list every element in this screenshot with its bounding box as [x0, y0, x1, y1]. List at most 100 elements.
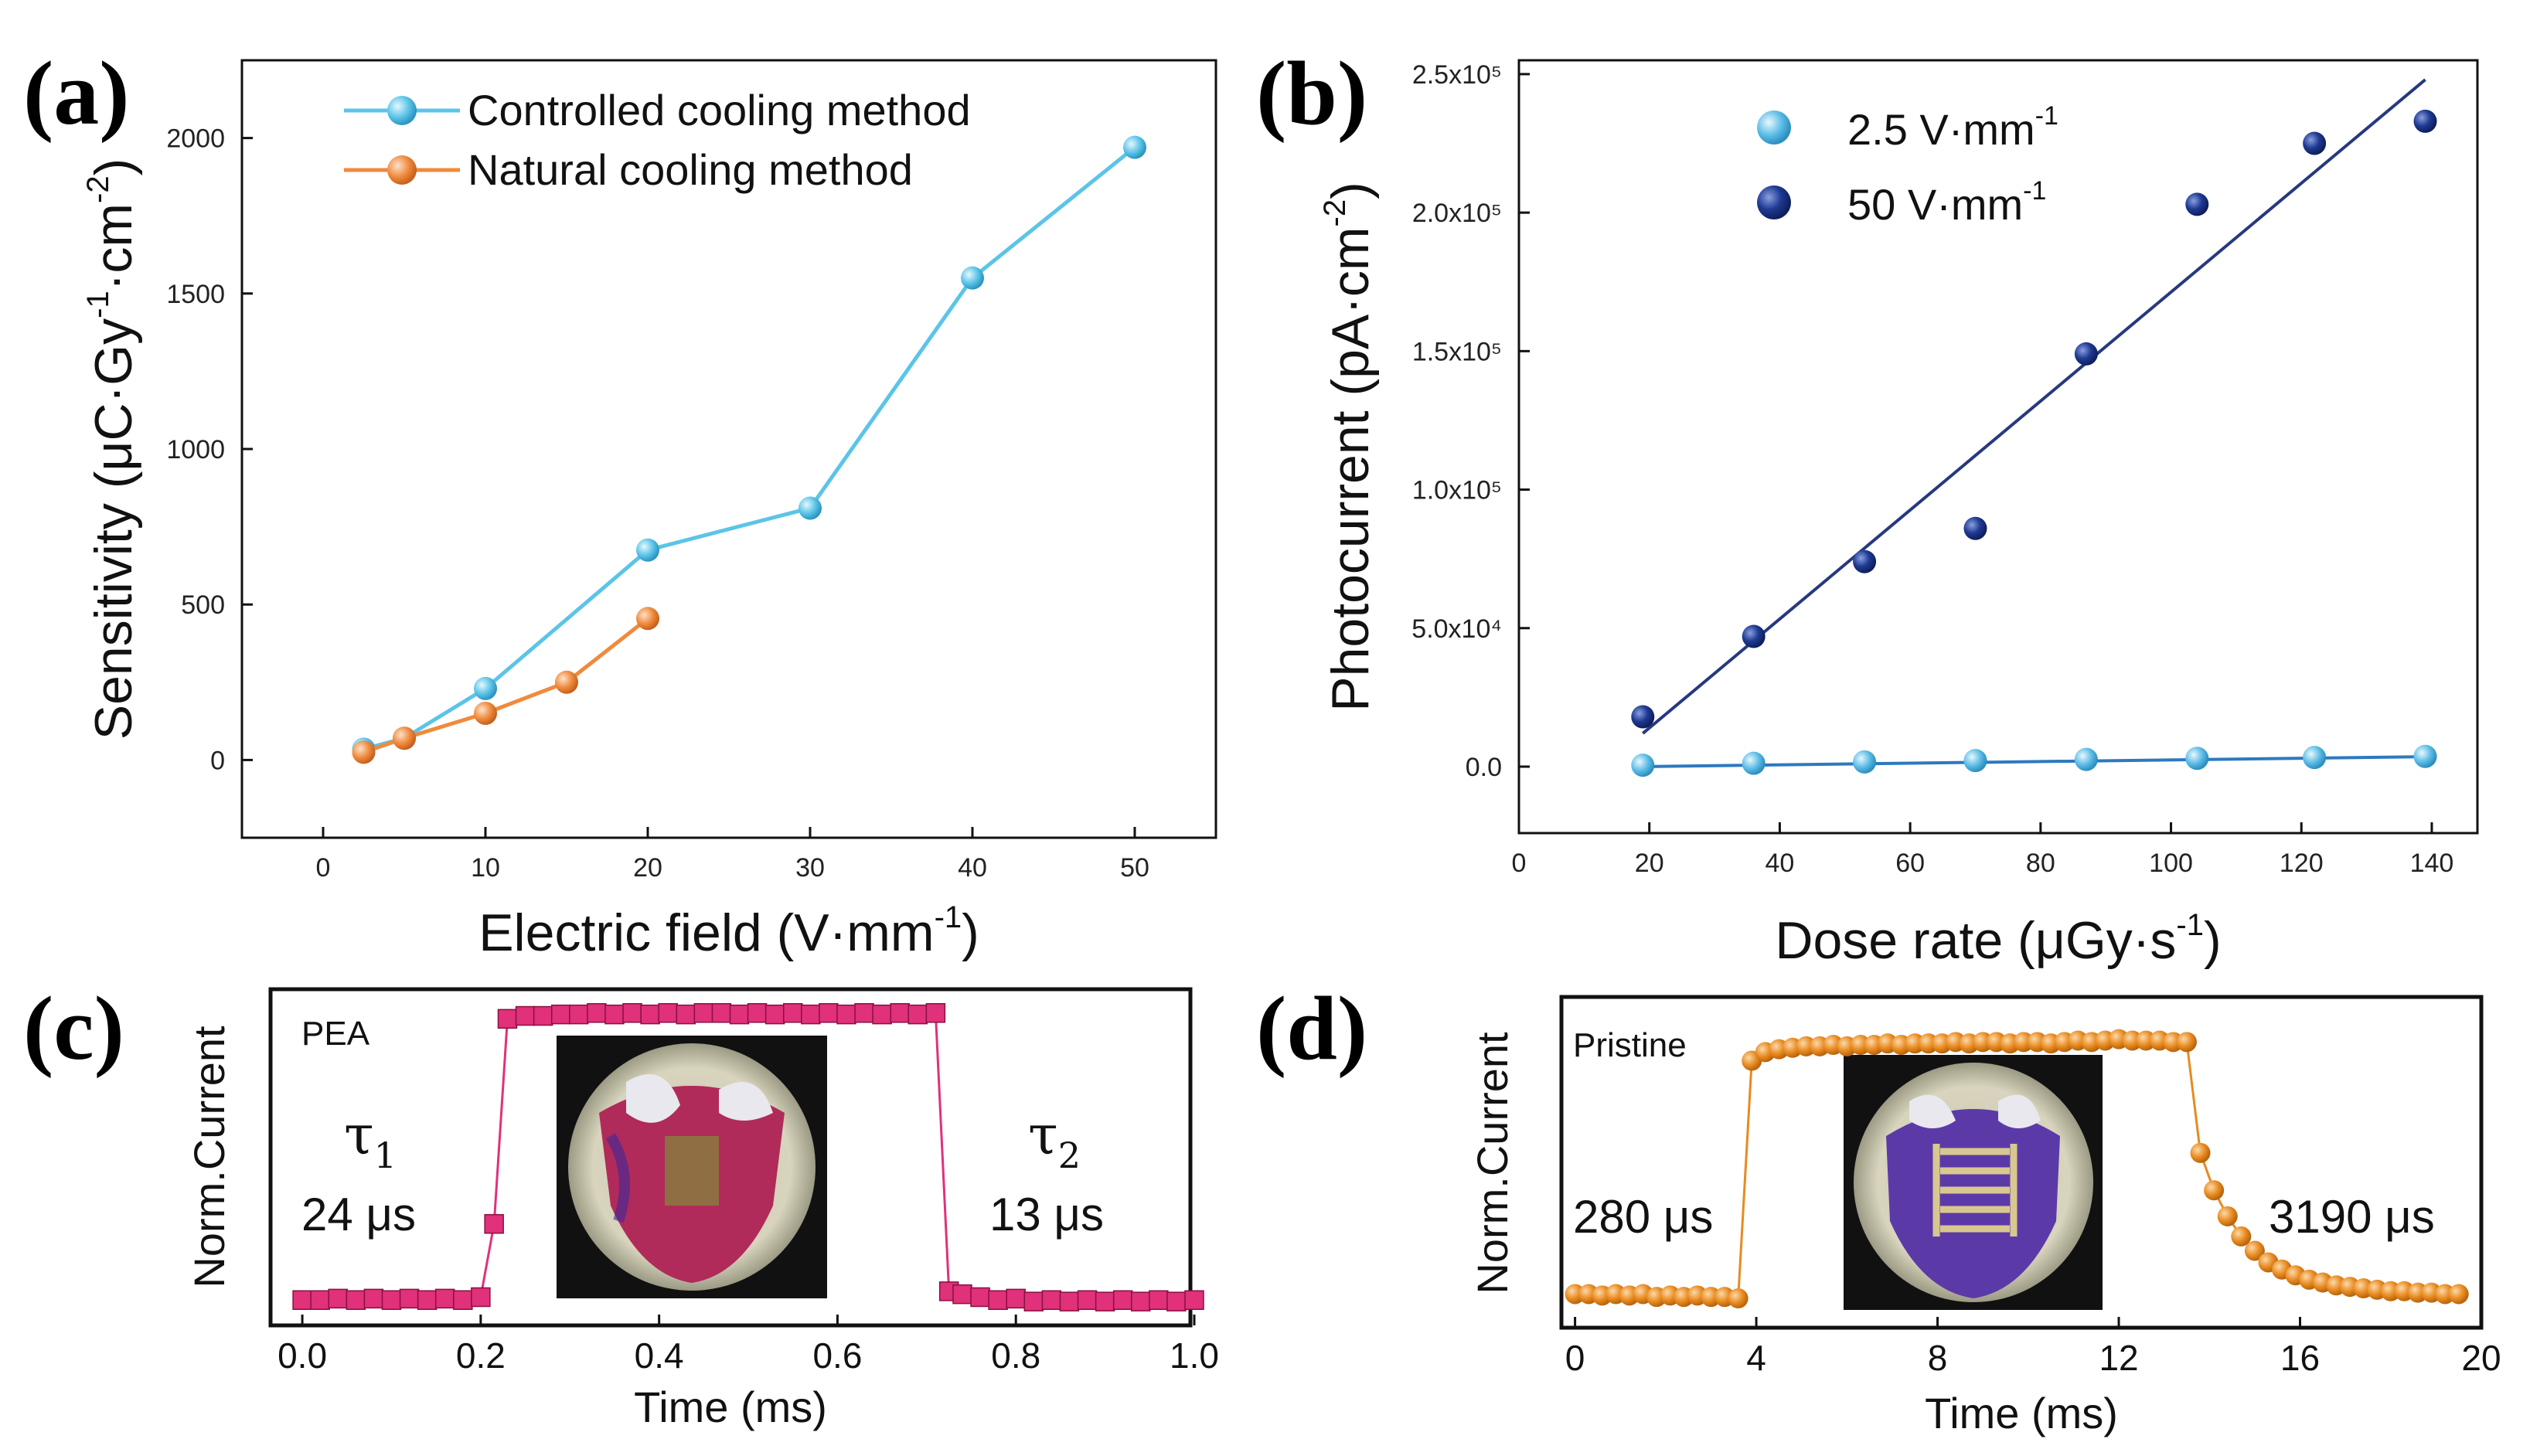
- legend-natural-marker: [387, 155, 417, 185]
- x-tick-label: 40: [1766, 849, 1795, 878]
- data-point-pea: [417, 1290, 438, 1311]
- data-point-pea: [872, 1004, 892, 1025]
- data-point-high-field: [1742, 624, 1766, 648]
- data-point-controlled: [474, 676, 497, 700]
- panel-d-plot-frame: [1559, 995, 2484, 1330]
- panel-d-sample-label: Pristine: [1573, 1026, 1687, 1064]
- data-point-high-field: [2074, 342, 2098, 366]
- data-point-pea: [907, 1004, 928, 1025]
- x-tick-label: 100: [2149, 849, 2193, 878]
- panel-b-y-ticks: 0.0 5.0x10⁴ 1.0x10⁵ 1.5x10⁵ 2.0x10⁵ 2.5x10⁵: [1411, 60, 1530, 782]
- legend-controlled-text: Controlled cooling method: [468, 86, 971, 134]
- panel-c-x-ticks: 0.0 0.2 0.4 0.6 0.8 1.0: [278, 1315, 1219, 1376]
- x-tick-label: 20: [633, 853, 662, 883]
- data-point-pristine: [2244, 1240, 2265, 1261]
- data-point-pea: [819, 1002, 839, 1023]
- panel-d: (d) 0 4 8 12 16 20 Pristine 280 μs 3190 μs Ti…: [1256, 978, 2501, 1437]
- data-point-pea: [363, 1288, 384, 1309]
- data-point-pea: [676, 1004, 696, 1025]
- x-tick-label: 0: [316, 853, 331, 883]
- data-point-pea: [310, 1290, 330, 1311]
- x-tick-label: 30: [795, 853, 825, 883]
- data-point-pea: [1166, 1291, 1187, 1311]
- x-tick-label: 120: [2280, 849, 2324, 878]
- y-tick-label: 2.0x10⁵: [1412, 199, 1502, 228]
- x-tick-label: 8: [1928, 1338, 1948, 1378]
- data-point-low-field: [1963, 749, 1987, 773]
- data-point-pea: [381, 1290, 402, 1311]
- data-point-pea: [1059, 1291, 1080, 1311]
- x-tick-label: 0.2: [456, 1335, 506, 1376]
- x-tick-label: 60: [1895, 849, 1925, 878]
- x-tick-label: 0.6: [812, 1335, 862, 1376]
- panel-c-tau2-symbol: τ2: [1028, 1104, 1081, 1176]
- data-point-pea: [711, 1002, 732, 1023]
- panel-c-x-axis-label: Time (ms): [634, 1383, 827, 1431]
- x-tick-label: 80: [2026, 849, 2055, 878]
- data-point-pea: [1112, 1290, 1133, 1311]
- data-point-natural: [352, 740, 376, 764]
- data-point-pea: [292, 1290, 312, 1311]
- legend-natural-text: Natural cooling method: [468, 145, 913, 194]
- data-point-pristine: [2204, 1180, 2225, 1201]
- data-point-pea: [764, 1004, 785, 1025]
- panel-b-plot-frame: [1517, 59, 2479, 835]
- legend-high-field-text: 50 V·mm-1: [1847, 176, 2046, 229]
- x-tick-label: 16: [2280, 1338, 2320, 1378]
- y-tick-label: 0.0: [1466, 753, 1502, 782]
- y-tick-label: 1.0x10⁵: [1412, 476, 1502, 505]
- data-point-pea: [1095, 1291, 1115, 1311]
- data-point-pea: [328, 1288, 348, 1309]
- data-point-low-field: [2303, 746, 2327, 770]
- data-point-pea: [854, 1002, 874, 1023]
- data-point-natural: [474, 702, 497, 726]
- data-point-pea: [346, 1290, 366, 1311]
- panel-b-x-axis-label: Dose rate (μGy·s-1): [1775, 908, 2221, 970]
- data-point-pea: [497, 1009, 518, 1029]
- panel-b-label: (b): [1256, 43, 1367, 144]
- data-point-low-field: [1742, 751, 1766, 775]
- data-point-pea: [569, 1004, 589, 1025]
- panel-c-fall-time: 13 μs: [989, 1189, 1104, 1240]
- data-point-pea: [1131, 1291, 1151, 1311]
- series-line-controlled: [363, 145, 1136, 751]
- data-point-pea: [782, 1002, 803, 1023]
- data-point-high-field: [2185, 192, 2209, 216]
- data-point-high-field: [2303, 131, 2327, 155]
- x-tick-label: 0: [1512, 849, 1527, 878]
- panel-c-plot-frame: [268, 987, 1193, 1328]
- y-tick-label: 2000: [166, 124, 225, 154]
- fit-line-high-field: [1641, 78, 2426, 735]
- y-tick-label: 5.0x10⁴: [1411, 614, 1502, 644]
- y-tick-label: 1500: [166, 280, 225, 309]
- panel-b-x-ticks: 0 20 40 60 80 100 120 140: [1512, 822, 2454, 878]
- data-point-pristine: [2231, 1226, 2252, 1247]
- x-tick-label: 4: [1746, 1338, 1766, 1378]
- panel-a-x-ticks: 0 10 20 30 40 50: [316, 827, 1149, 883]
- data-point-low-field: [2413, 744, 2437, 768]
- data-point-low-field: [2185, 747, 2209, 771]
- x-tick-label: 40: [958, 853, 987, 883]
- data-point-pea: [970, 1287, 990, 1308]
- x-tick-label: 20: [2461, 1338, 2501, 1378]
- panel-a: (a) 0 500 1000 1500 2000 0 10 20 30 40 50 Control…: [23, 43, 1217, 962]
- data-point-pea: [640, 1004, 660, 1025]
- data-point-controlled: [961, 266, 984, 290]
- x-tick-label: 12: [2099, 1338, 2138, 1378]
- x-tick-label: 140: [2410, 849, 2454, 878]
- data-point-natural: [555, 670, 578, 694]
- data-point-high-field: [1853, 549, 1877, 573]
- data-point-pea: [925, 1002, 946, 1023]
- legend-high-field-marker: [1757, 185, 1791, 219]
- data-point-pristine: [2448, 1284, 2469, 1305]
- data-point-pea: [484, 1213, 504, 1234]
- data-point-controlled: [798, 496, 822, 520]
- data-point-pea: [729, 1004, 750, 1025]
- panel-a-y-axis-label: Sensitivity (μC·Gy-1·cm-2): [81, 158, 143, 740]
- panel-b-y-axis-label: Photocurrent (pA·cm-2): [1318, 182, 1380, 712]
- data-point-low-field: [1631, 754, 1655, 777]
- panel-c-rise-time: 24 μs: [301, 1189, 416, 1240]
- data-point-controlled: [636, 538, 659, 562]
- data-point-pea: [1077, 1290, 1098, 1311]
